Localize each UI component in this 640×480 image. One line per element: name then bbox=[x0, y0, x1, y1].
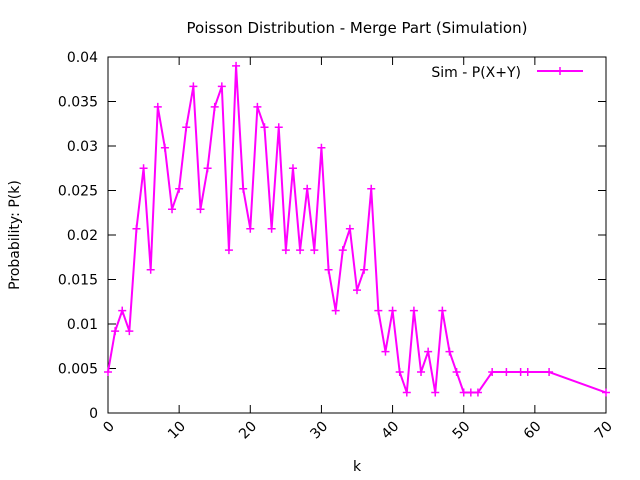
data-point bbox=[502, 368, 511, 377]
data-point bbox=[452, 368, 461, 377]
y-tick-label: 0.025 bbox=[58, 184, 98, 200]
data-point bbox=[160, 143, 169, 152]
y-tick-label: 0.04 bbox=[67, 50, 98, 66]
data-point bbox=[224, 246, 233, 255]
data-point bbox=[217, 82, 226, 91]
data-point bbox=[459, 388, 468, 397]
data-point bbox=[310, 246, 319, 255]
data-point bbox=[523, 368, 532, 377]
y-tick-label: 0.02 bbox=[67, 228, 98, 244]
data-point bbox=[374, 306, 383, 315]
data-point bbox=[516, 368, 525, 377]
data-point bbox=[345, 224, 354, 233]
data-point bbox=[360, 265, 369, 274]
data-point bbox=[303, 184, 312, 193]
data-point bbox=[296, 246, 305, 255]
data-point bbox=[317, 143, 326, 152]
data-point bbox=[353, 286, 361, 295]
data-point bbox=[239, 184, 248, 193]
axes: 0 0.005 0.01 0.015 0.02 0.025 0.03 0.035 0.04 0 10… bbox=[58, 50, 616, 442]
data-point bbox=[232, 61, 241, 70]
data-point bbox=[388, 306, 397, 315]
data-point bbox=[545, 368, 554, 377]
x-tick-label: 30 bbox=[307, 419, 331, 443]
series-line bbox=[107, 64, 607, 394]
data-point bbox=[274, 123, 283, 132]
data-point bbox=[104, 368, 112, 377]
y-tick-label: 0.03 bbox=[67, 139, 98, 155]
y-tick-label: 0.01 bbox=[67, 317, 98, 333]
plot-frame bbox=[107, 56, 607, 414]
x-tick-label: 60 bbox=[521, 419, 545, 443]
data-point bbox=[288, 164, 297, 173]
data-point bbox=[431, 388, 440, 397]
series-layer bbox=[104, 61, 610, 397]
data-point bbox=[338, 246, 347, 255]
x-tick-label: 10 bbox=[165, 419, 189, 443]
y-tick-label: 0.005 bbox=[58, 362, 98, 378]
x-tick-label: 20 bbox=[236, 419, 260, 443]
data-point bbox=[139, 164, 148, 173]
data-point bbox=[445, 347, 454, 356]
y-tick-label: 0 bbox=[89, 406, 98, 422]
data-point bbox=[466, 388, 475, 397]
data-point bbox=[196, 205, 205, 214]
data-point bbox=[210, 102, 219, 111]
data-point bbox=[246, 224, 255, 233]
data-point bbox=[602, 388, 610, 397]
data-point bbox=[473, 388, 482, 397]
legend-marker-sample bbox=[556, 67, 564, 75]
data-point bbox=[175, 184, 184, 193]
data-point bbox=[260, 123, 269, 132]
x-tick-label: 0 bbox=[100, 419, 118, 437]
data-point bbox=[438, 306, 447, 315]
data-point bbox=[424, 347, 433, 356]
data-point bbox=[395, 368, 404, 377]
data-point bbox=[182, 123, 191, 132]
y-tick-label: 0.015 bbox=[58, 273, 98, 289]
legend-label: Sim - P(X+Y) bbox=[431, 65, 521, 81]
data-point bbox=[381, 347, 390, 356]
x-axis-title: k bbox=[353, 459, 362, 475]
data-point bbox=[118, 306, 127, 315]
chart-title: Poisson Distribution - Merge Part (Simul… bbox=[187, 19, 528, 37]
y-axis-title: Probability: P(k) bbox=[7, 180, 23, 290]
data-point bbox=[203, 164, 212, 173]
legend: Sim - P(X+Y) bbox=[431, 65, 583, 81]
data-point bbox=[409, 306, 418, 315]
data-point bbox=[324, 265, 333, 274]
data-point bbox=[417, 368, 426, 377]
data-point bbox=[111, 327, 120, 336]
data-point bbox=[331, 306, 340, 315]
data-point bbox=[132, 224, 141, 233]
data-point bbox=[281, 246, 290, 255]
x-tick-label: 40 bbox=[378, 419, 402, 443]
data-point bbox=[125, 327, 134, 336]
y-tick-label: 0.035 bbox=[58, 95, 98, 111]
data-point bbox=[153, 102, 162, 111]
data-point bbox=[146, 265, 155, 274]
x-tick-label: 50 bbox=[450, 419, 474, 443]
data-point bbox=[168, 205, 177, 214]
data-point bbox=[367, 184, 376, 193]
data-point bbox=[488, 368, 497, 377]
data-point bbox=[253, 102, 262, 111]
data-point bbox=[267, 224, 276, 233]
x-tick-label: 70 bbox=[592, 419, 616, 443]
data-point bbox=[189, 82, 198, 91]
data-point bbox=[402, 388, 411, 397]
